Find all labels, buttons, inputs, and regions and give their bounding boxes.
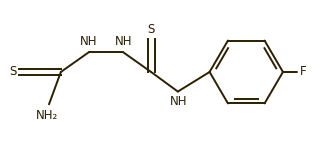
Text: F: F: [300, 65, 307, 79]
Text: NH₂: NH₂: [36, 109, 58, 122]
Text: S: S: [147, 23, 155, 36]
Text: NH: NH: [115, 35, 132, 49]
Text: NH: NH: [80, 35, 97, 49]
Text: NH: NH: [170, 95, 188, 108]
Text: S: S: [9, 65, 16, 79]
